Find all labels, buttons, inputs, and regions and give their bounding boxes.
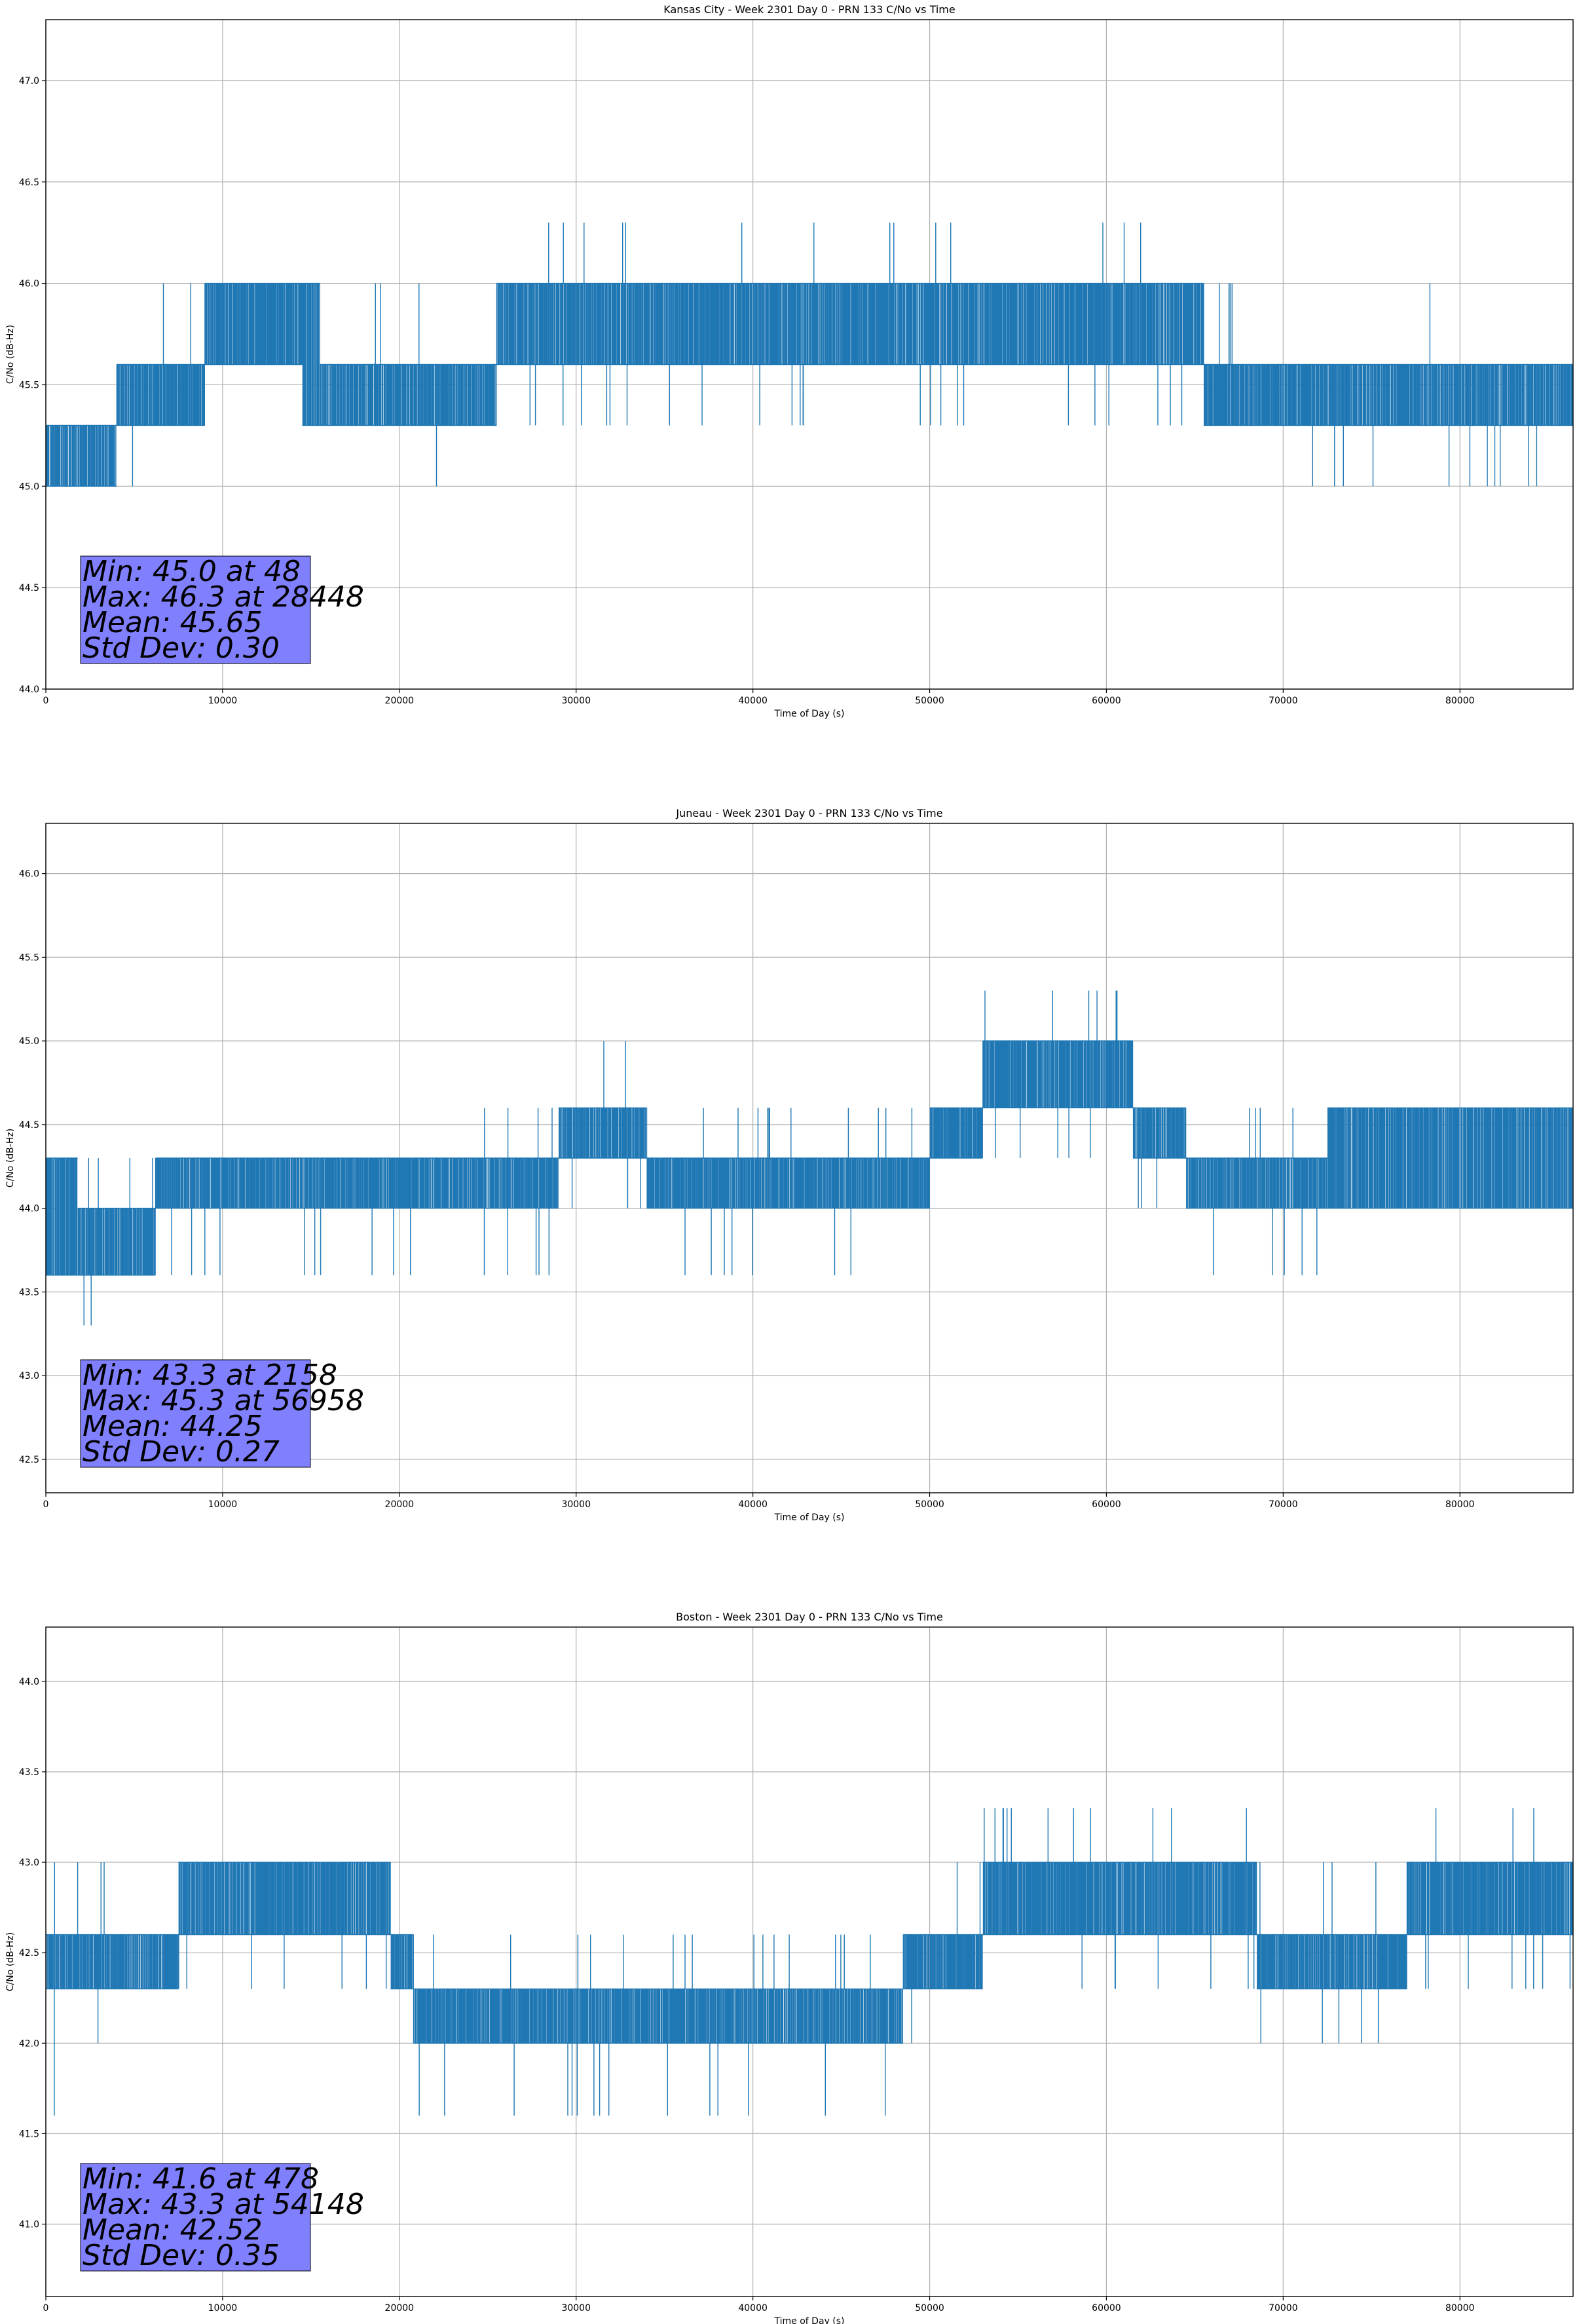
y-tick-label: 43.0 (19, 1371, 39, 1381)
stats-std-dev: Std Dev: 0.30 (83, 631, 280, 665)
x-tick-label: 80000 (1445, 696, 1475, 706)
y-tick-label: 45.0 (19, 481, 39, 492)
x-tick-label: 0 (43, 2303, 49, 2314)
y-tick-label: 42.0 (19, 2038, 39, 2049)
x-tick-label: 70000 (1269, 1499, 1298, 1510)
x-axis-label: Time of Day (s) (774, 1512, 845, 1523)
y-axis-label: C/No (dB-Hz) (5, 1932, 16, 1991)
x-tick-label: 40000 (738, 696, 768, 706)
y-tick-label: 45.5 (19, 952, 39, 963)
x-tick-label: 30000 (561, 696, 591, 706)
y-tick-label: 46.5 (19, 178, 39, 188)
x-tick-label: 60000 (1092, 2303, 1121, 2314)
stats-min: Min: 41.6 at 478 (83, 2162, 319, 2196)
y-tick-label: 43.5 (19, 1287, 39, 1298)
x-tick-label: 30000 (561, 1499, 591, 1510)
y-tick-label: 44.0 (19, 1677, 39, 1687)
stats-box (80, 555, 311, 664)
stats-mean: Mean: 45.65 (83, 606, 263, 639)
subplot-juneau: 0 10000 20000 30000 40000 50000 60000 70000 8000… (5, 807, 1574, 1523)
y-tick-label: 42.5 (19, 1948, 39, 1959)
x-tick-label: 10000 (208, 696, 238, 706)
y-axis-label: C/No (dB-Hz) (5, 1129, 16, 1188)
stats-box (80, 2163, 311, 2272)
y-tick-label: 44.5 (19, 583, 39, 593)
x-tick-label: 40000 (738, 2303, 768, 2314)
chart-title: Kansas City - Week 2301 Day 0 - PRN 133 … (663, 3, 955, 16)
cno-series-line (46, 222, 1573, 487)
y-tick-label: 43.0 (19, 1858, 39, 1868)
x-tick-label: 50000 (915, 1499, 944, 1510)
y-axis-label: C/No (dB-Hz) (5, 325, 16, 384)
y-tick-label: 42.5 (19, 1455, 39, 1465)
y-tick-label: 47.0 (19, 76, 39, 86)
x-tick-label: 80000 (1445, 2303, 1475, 2314)
y-tick-label: 46.0 (19, 279, 39, 290)
y-tick-label: 43.5 (19, 1767, 39, 1778)
axes-frame (45, 1626, 1574, 2297)
y-tick-label: 44.0 (19, 684, 39, 695)
stats-max: Max: 45.3 at 56958 (83, 1384, 364, 1417)
stats-max: Max: 46.3 at 28448 (83, 580, 364, 614)
stats-mean: Mean: 44.25 (83, 1410, 263, 1443)
x-tick-label: 80000 (1445, 1499, 1475, 1510)
y-tick-label: 46.0 (19, 869, 39, 880)
x-tick-label: 70000 (1269, 2303, 1298, 2314)
x-tick-label: 70000 (1269, 696, 1298, 706)
x-tick-label: 20000 (385, 1499, 415, 1510)
x-tick-label: 50000 (915, 696, 944, 706)
x-tick-label: 40000 (738, 1499, 768, 1510)
x-axis-label: Time of Day (s) (774, 709, 845, 719)
subplot-boston: 0 10000 20000 30000 40000 50000 60000 70000 8000… (5, 1611, 1574, 2324)
x-tick-label: 10000 (208, 2303, 238, 2314)
y-tick-label: 41.0 (19, 2220, 39, 2230)
x-tick-label: 20000 (385, 696, 415, 706)
y-tick-label: 41.5 (19, 2129, 39, 2139)
stats-max: Max: 43.3 at 54148 (83, 2188, 364, 2221)
stats-std-dev: Std Dev: 0.27 (83, 1435, 280, 1469)
x-axis-label: Time of Day (s) (774, 2316, 845, 2324)
stats-mean: Mean: 42.52 (83, 2213, 263, 2247)
y-tick-label: 44.5 (19, 1120, 39, 1131)
stats-min: Min: 45.0 at 48 (83, 555, 301, 588)
x-tick-label: 50000 (915, 2303, 944, 2314)
x-tick-label: 30000 (561, 2303, 591, 2314)
x-tick-label: 60000 (1092, 1499, 1121, 1510)
axes-frame (45, 823, 1574, 1493)
stats-std-dev: Std Dev: 0.35 (83, 2239, 280, 2272)
x-tick-label: 60000 (1092, 696, 1121, 706)
y-tick-label: 44.0 (19, 1204, 39, 1214)
stats-min: Min: 43.3 at 2158 (83, 1359, 337, 1392)
x-tick-label: 20000 (385, 2303, 415, 2314)
chart-title: Boston - Week 2301 Day 0 - PRN 133 C/No … (676, 1611, 943, 1623)
chart-title: Juneau - Week 2301 Day 0 - PRN 133 C/No … (675, 807, 942, 819)
stats-box (80, 1359, 311, 1468)
x-tick-label: 0 (43, 696, 49, 706)
axes-frame (45, 19, 1574, 690)
cno-series-line (46, 1808, 1573, 2116)
subplot-kansas-city: 0 10000 20000 30000 40000 50000 60000 70000 8000… (5, 3, 1574, 719)
y-tick-label: 45.5 (19, 380, 39, 390)
x-tick-label: 10000 (208, 1499, 238, 1510)
y-tick-label: 45.0 (19, 1036, 39, 1047)
x-tick-label: 0 (43, 1499, 49, 1510)
